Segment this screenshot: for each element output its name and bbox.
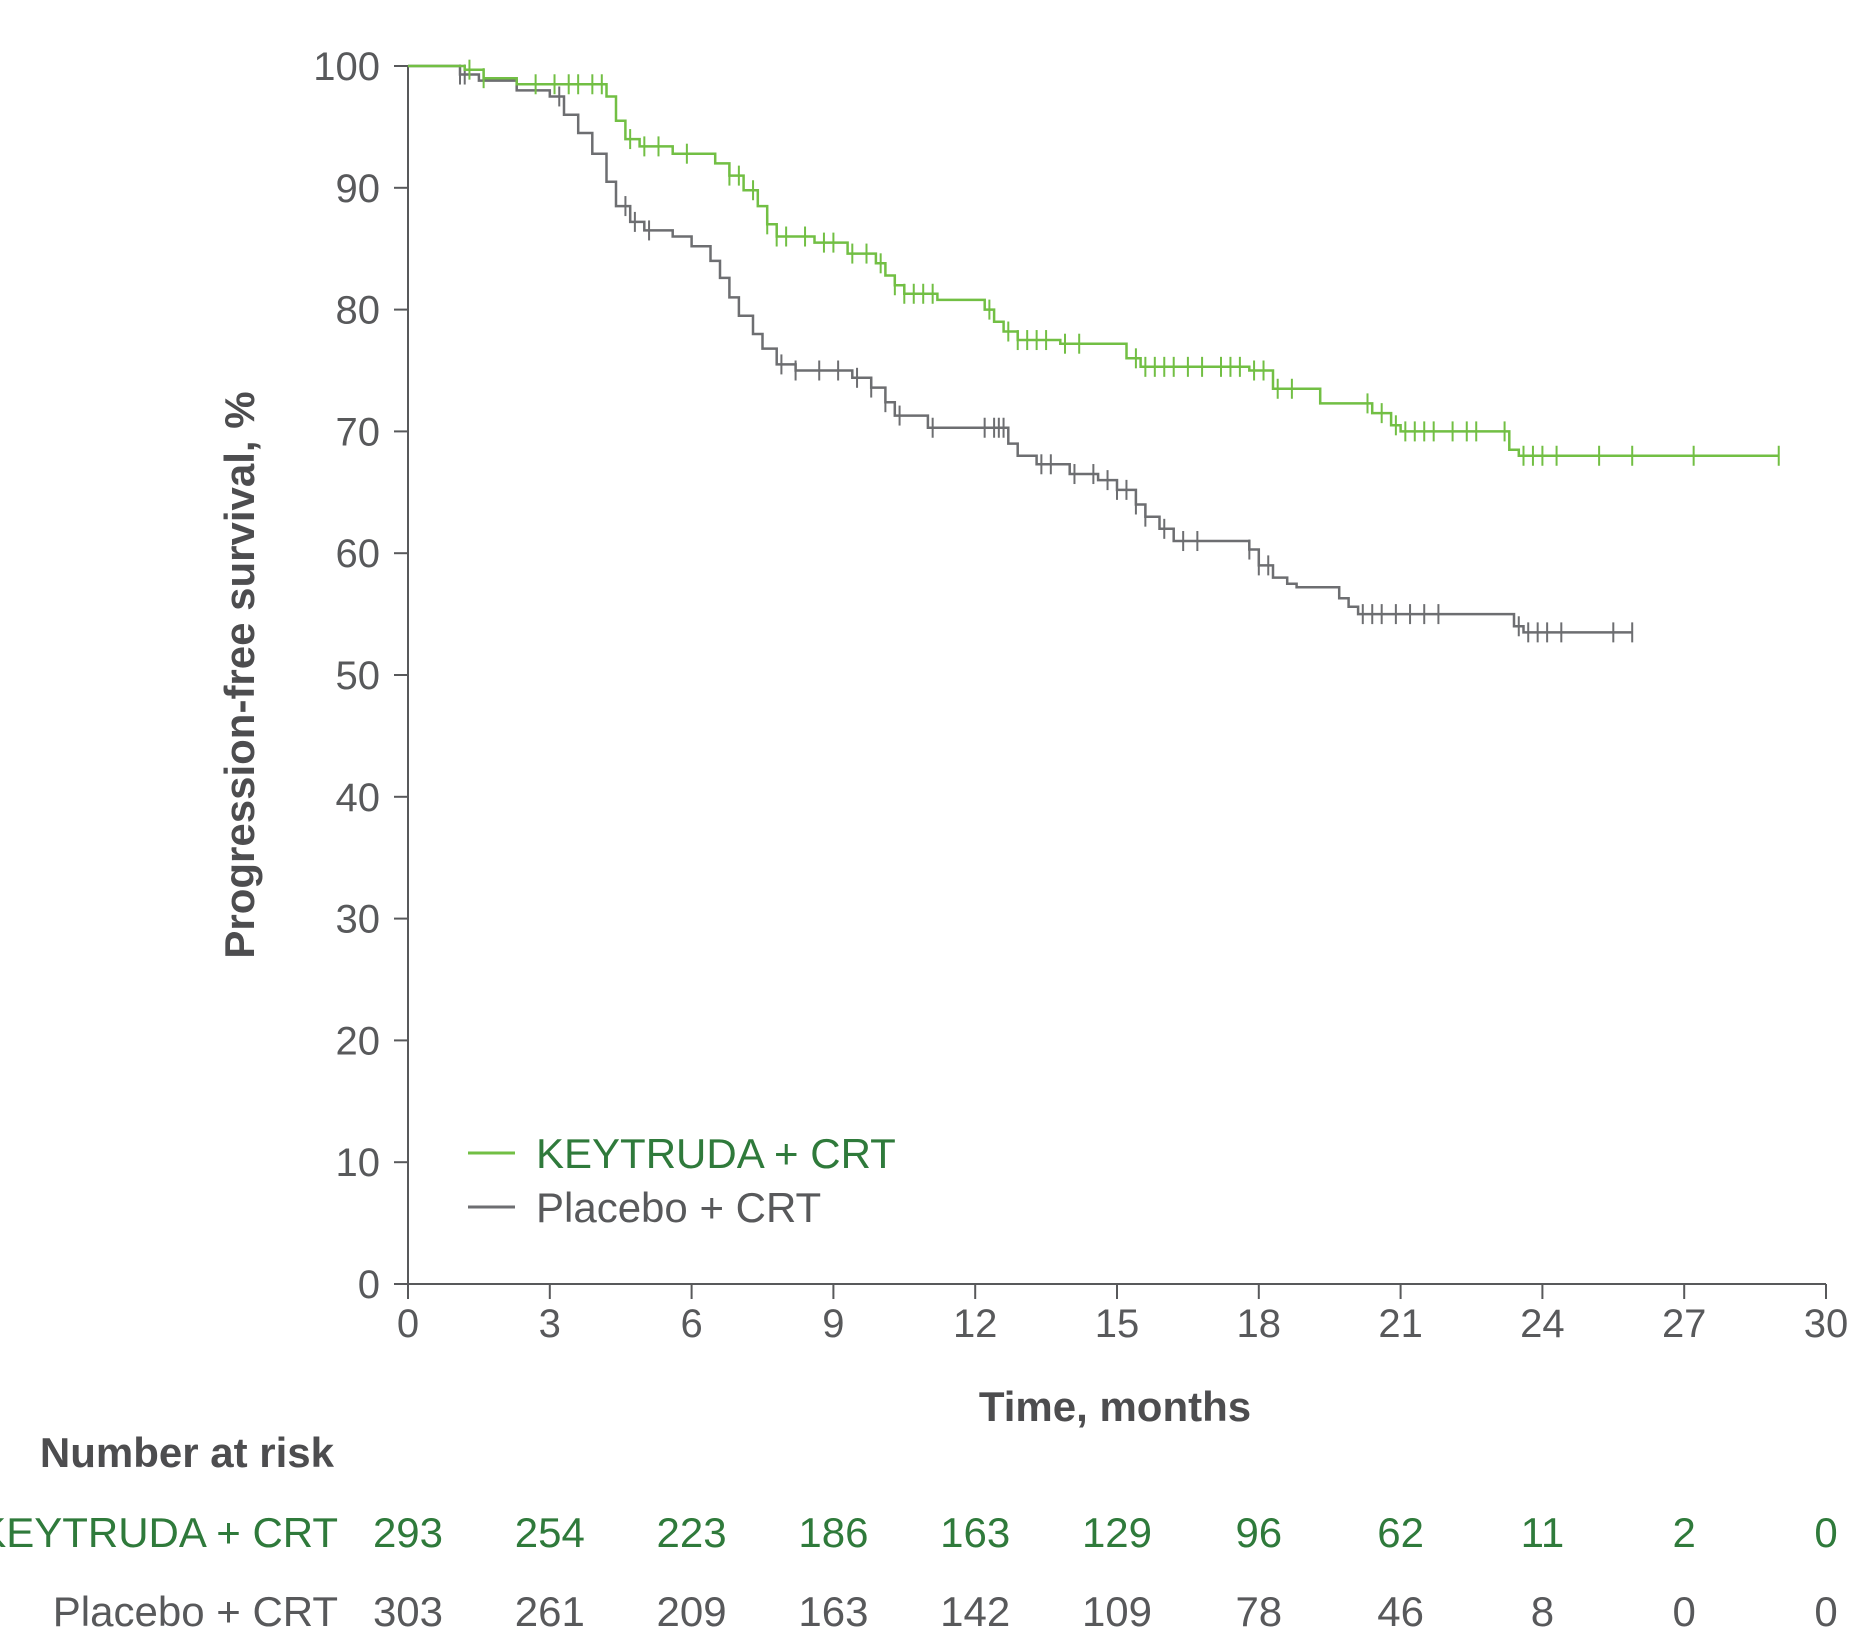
- risk-value-placebo: 261: [515, 1588, 585, 1635]
- risk-value-keytruda: 11: [1521, 1509, 1565, 1556]
- risk-value-keytruda: 293: [373, 1509, 443, 1556]
- number-at-risk-heading: Number at risk: [40, 1429, 335, 1476]
- risk-row-label-keytruda: KEYTRUDA + CRT: [0, 1509, 338, 1556]
- risk-value-keytruda: 0: [1814, 1509, 1837, 1556]
- y-tick-label: 90: [336, 167, 381, 211]
- series-layer: [408, 59, 1780, 643]
- risk-value-placebo: 8: [1531, 1588, 1554, 1635]
- y-tick-label: 10: [336, 1141, 381, 1185]
- x-axis: 0 3 6 9 12 15 18 21 24 27 30: [397, 1283, 1849, 1346]
- x-tick-label: 12: [953, 1302, 998, 1346]
- risk-value-placebo: 0: [1673, 1588, 1696, 1635]
- x-tick-label: 0: [397, 1302, 419, 1346]
- risk-value-placebo: 303: [373, 1588, 443, 1635]
- legend-label-keytruda: KEYTRUDA + CRT: [536, 1130, 896, 1177]
- x-tick-label: 24: [1520, 1302, 1565, 1346]
- x-axis-title: Time, months: [979, 1383, 1251, 1430]
- y-tick-label: 0: [358, 1263, 380, 1307]
- risk-value-keytruda: 163: [940, 1509, 1010, 1556]
- y-tick-label: 50: [336, 654, 381, 698]
- risk-value-placebo: 0: [1814, 1588, 1837, 1635]
- risk-value-placebo: 209: [657, 1588, 727, 1635]
- risk-value-placebo: 46: [1377, 1588, 1424, 1635]
- risk-value-placebo: 78: [1235, 1588, 1282, 1635]
- risk-value-keytruda: 254: [515, 1509, 585, 1556]
- x-tick-label: 15: [1095, 1302, 1140, 1346]
- risk-value-keytruda: 223: [657, 1509, 727, 1556]
- y-tick-label: 30: [336, 898, 381, 942]
- km-curve-keytruda: [408, 64, 1779, 458]
- y-tick-label: 20: [336, 1019, 381, 1063]
- km-curve-placebo: [408, 64, 1633, 634]
- x-tick-label: 30: [1804, 1302, 1849, 1346]
- x-tick-label: 18: [1237, 1302, 1282, 1346]
- x-tick-label: 3: [539, 1302, 561, 1346]
- legend-label-placebo: Placebo + CRT: [536, 1184, 821, 1231]
- y-tick-label: 70: [336, 410, 381, 454]
- risk-value-placebo: 163: [798, 1588, 868, 1635]
- legend: KEYTRUDA + CRT Placebo + CRT: [468, 1130, 896, 1231]
- x-tick-label: 6: [680, 1302, 702, 1346]
- risk-row-label-placebo: Placebo + CRT: [53, 1588, 338, 1635]
- risk-value-keytruda: 96: [1235, 1509, 1282, 1556]
- y-tick-label: 80: [336, 289, 381, 333]
- risk-value-placebo: 142: [940, 1588, 1010, 1635]
- risk-value-keytruda: 129: [1082, 1509, 1152, 1556]
- x-tick-label: 21: [1378, 1302, 1423, 1346]
- risk-values: 293 254 223 186 163 129 96 62 11 2 0 303 261 209 163 14…: [373, 1509, 1838, 1635]
- risk-value-keytruda: 62: [1377, 1509, 1424, 1556]
- y-tick-label: 60: [336, 532, 381, 576]
- y-axis: 0 10 20 30 40 50 60 70 80 90 100: [313, 45, 409, 1307]
- x-tick-label: 9: [822, 1302, 844, 1346]
- y-tick-label: 40: [336, 776, 381, 820]
- risk-value-placebo: 109: [1082, 1588, 1152, 1635]
- x-tick-label: 27: [1662, 1302, 1707, 1346]
- censor-marks-keytruda: [468, 59, 1780, 466]
- y-axis-title: Progression-free survival, %: [216, 391, 263, 958]
- risk-value-keytruda: 186: [798, 1509, 868, 1556]
- number-at-risk-table: Number at risk KEYTRUDA + CRT Placebo + …: [0, 1429, 1838, 1635]
- risk-value-keytruda: 2: [1673, 1509, 1696, 1556]
- y-tick-label: 100: [313, 45, 380, 89]
- censor-marks-placebo: [458, 64, 1634, 643]
